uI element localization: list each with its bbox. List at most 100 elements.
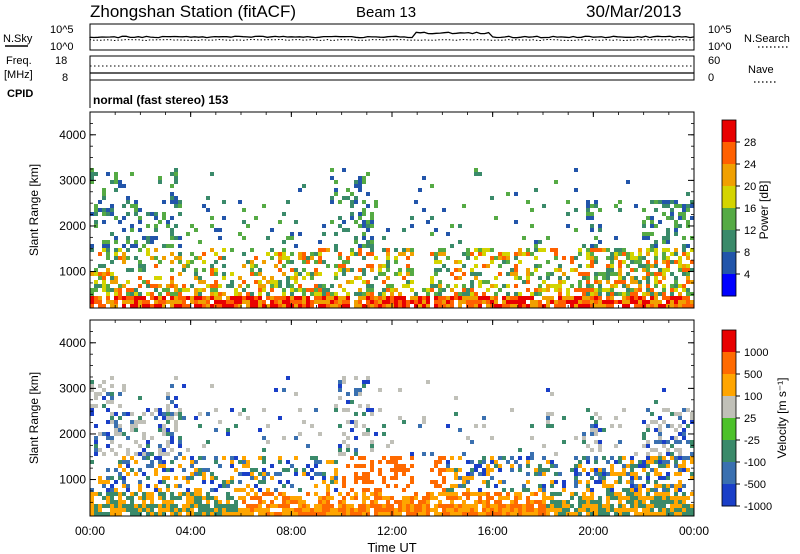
heatmap-cell — [594, 420, 598, 424]
heatmap-cell — [338, 492, 342, 496]
colorbar-segment — [722, 418, 736, 441]
heatmap-cell — [226, 428, 230, 432]
heatmap-cell — [458, 292, 462, 296]
heatmap-cell — [510, 504, 514, 508]
heatmap-cell — [182, 384, 186, 388]
heatmap-cell — [378, 472, 382, 476]
heatmap-cell — [314, 284, 318, 288]
heatmap-cell — [470, 280, 474, 284]
heatmap-cell — [586, 512, 590, 516]
heatmap-cell — [382, 264, 386, 268]
heatmap-cell — [522, 484, 526, 488]
heatmap-cell — [446, 464, 450, 468]
heatmap-cell — [682, 460, 686, 464]
heatmap-cell — [226, 432, 230, 436]
heatmap-cell — [114, 280, 118, 284]
heatmap-cell — [358, 188, 362, 192]
heatmap-cell — [350, 192, 354, 196]
heatmap-cell — [262, 408, 266, 412]
heatmap-cell — [170, 400, 174, 404]
heatmap-cell — [598, 472, 602, 476]
heatmap-cell — [594, 504, 598, 508]
heatmap-cell — [146, 252, 150, 256]
heatmap-cell — [366, 296, 370, 300]
heatmap-cell — [122, 480, 126, 484]
heatmap-cell — [494, 216, 498, 220]
heatmap-cell — [438, 248, 442, 252]
heatmap-cell — [562, 504, 566, 508]
heatmap-cell — [578, 252, 582, 256]
heatmap-cell — [442, 508, 446, 512]
heatmap-cell — [498, 256, 502, 260]
heatmap-cell — [678, 456, 682, 460]
heatmap-cell — [466, 488, 470, 492]
heatmap-cell — [582, 456, 586, 460]
heatmap-cell — [234, 500, 238, 504]
heatmap-cell — [646, 304, 650, 308]
heatmap-cell — [246, 472, 250, 476]
heatmap-cell — [242, 464, 246, 468]
heatmap-cell — [662, 464, 666, 468]
heatmap-cell — [654, 304, 658, 308]
heatmap-cell — [666, 200, 670, 204]
heatmap-cell — [662, 492, 666, 496]
heatmap-cell — [110, 288, 114, 292]
heatmap-cell — [350, 248, 354, 252]
heatmap-cell — [650, 488, 654, 492]
heatmap-cell — [358, 292, 362, 296]
heatmap-cell — [406, 264, 410, 268]
heatmap-cell — [594, 300, 598, 304]
heatmap-cell — [646, 408, 650, 412]
heatmap-cell — [122, 468, 126, 472]
heatmap-cell — [366, 280, 370, 284]
heatmap-cell — [654, 496, 658, 500]
heatmap-cell — [238, 496, 242, 500]
heatmap-cell — [618, 424, 622, 428]
heatmap-cell — [414, 504, 418, 508]
heatmap-cell — [94, 272, 98, 276]
heatmap-cell — [294, 272, 298, 276]
heatmap-cell — [522, 300, 526, 304]
heatmap-cell — [498, 508, 502, 512]
heatmap-cell — [554, 452, 558, 456]
heatmap-cell — [406, 508, 410, 512]
heatmap-cell — [406, 484, 410, 488]
colorbar-tick-label: 16 — [744, 203, 756, 215]
heatmap-cell — [202, 496, 206, 500]
heatmap-cell — [474, 512, 478, 516]
heatmap-cell — [422, 496, 426, 500]
heatmap-cell — [182, 508, 186, 512]
heatmap-cell — [118, 180, 122, 184]
heatmap-cell — [362, 224, 366, 228]
heatmap-cell — [146, 292, 150, 296]
heatmap-cell — [206, 504, 210, 508]
heatmap-cell — [246, 292, 250, 296]
heatmap-cell — [186, 264, 190, 268]
heatmap-cell — [538, 468, 542, 472]
heatmap-cell — [690, 512, 694, 516]
heatmap-cell — [606, 276, 610, 280]
heatmap-cell — [282, 492, 286, 496]
colorbar-tick-label: 100 — [744, 391, 762, 403]
heatmap-cell — [494, 512, 498, 516]
heatmap-cell — [662, 388, 666, 392]
heatmap-cell — [246, 504, 250, 508]
heatmap-cell — [646, 504, 650, 508]
heatmap-cell — [518, 296, 522, 300]
heatmap-cell — [458, 468, 462, 472]
heatmap-cell — [566, 276, 570, 280]
heatmap-cell — [682, 216, 686, 220]
heatmap-cell — [342, 288, 346, 292]
heatmap-cell — [130, 244, 134, 248]
heatmap-cell — [454, 292, 458, 296]
heatmap-cell — [162, 412, 166, 416]
heatmap-cell — [486, 512, 490, 516]
heatmap-cell — [370, 464, 374, 468]
heatmap-cell — [90, 460, 94, 464]
heatmap-cell — [362, 292, 366, 296]
heatmap-cell — [458, 512, 462, 516]
heatmap-cell — [674, 248, 678, 252]
heatmap-cell — [178, 508, 182, 512]
heatmap-cell — [362, 488, 366, 492]
heatmap-cell — [142, 280, 146, 284]
